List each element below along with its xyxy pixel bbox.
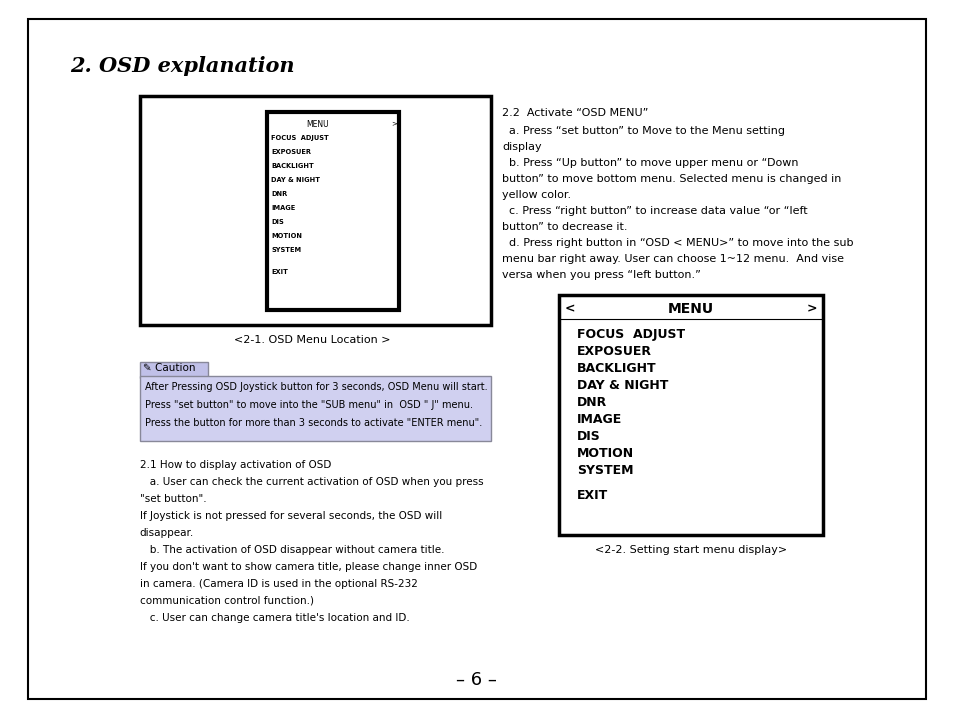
Text: a. User can check the current activation of OSD when you press: a. User can check the current activation… bbox=[139, 477, 483, 487]
Text: SYSTEM: SYSTEM bbox=[577, 464, 633, 477]
Text: After Pressing OSD Joystick button for 3 seconds, OSD Menu will start.: After Pressing OSD Joystick button for 3… bbox=[145, 382, 487, 392]
Text: button” to move bottom menu. Selected menu is changed in: button” to move bottom menu. Selected me… bbox=[501, 175, 841, 184]
Text: If you don't want to show camera title, please change inner OSD: If you don't want to show camera title, … bbox=[139, 561, 476, 571]
Text: versa when you press “left button.”: versa when you press “left button.” bbox=[501, 270, 700, 280]
Text: – 6 –: – 6 – bbox=[456, 672, 496, 690]
Text: MENU: MENU bbox=[667, 302, 714, 316]
Text: c. Press “right button” to increase data value “or “left: c. Press “right button” to increase data… bbox=[501, 206, 807, 216]
Text: FOCUS  ADJUST: FOCUS ADJUST bbox=[272, 135, 329, 142]
Text: 2.2  Activate “OSD MENU”: 2.2 Activate “OSD MENU” bbox=[501, 109, 648, 118]
Text: 2. OSD explanation: 2. OSD explanation bbox=[70, 56, 294, 76]
Text: 2.1 How to display activation of OSD: 2.1 How to display activation of OSD bbox=[139, 460, 331, 470]
Text: DIS: DIS bbox=[272, 219, 284, 226]
Bar bbox=[139, 376, 491, 441]
Text: menu bar right away. User can choose 1~12 menu.  And vise: menu bar right away. User can choose 1~1… bbox=[501, 254, 843, 264]
Bar bbox=[139, 362, 208, 378]
Text: FOCUS  ADJUST: FOCUS ADJUST bbox=[577, 328, 684, 341]
Text: a. Press “set button” to Move to the Menu setting: a. Press “set button” to Move to the Men… bbox=[501, 127, 784, 137]
Text: IMAGE: IMAGE bbox=[272, 205, 295, 211]
Text: c. User can change camera title's location and ID.: c. User can change camera title's locati… bbox=[139, 612, 409, 622]
Bar bbox=[139, 95, 491, 325]
Text: EXPOSUER: EXPOSUER bbox=[272, 150, 311, 155]
Text: d. Press right button in “OSD < MENU>” to move into the sub: d. Press right button in “OSD < MENU>” t… bbox=[501, 238, 853, 248]
Text: <2-2. Setting start menu display>: <2-2. Setting start menu display> bbox=[595, 545, 786, 555]
Text: SYSTEM: SYSTEM bbox=[272, 247, 301, 253]
Text: EXIT: EXIT bbox=[272, 269, 288, 275]
Text: Press the button for more than 3 seconds to activate "ENTER menu".: Press the button for more than 3 seconds… bbox=[145, 418, 481, 428]
Text: If Joystick is not pressed for several seconds, the OSD will: If Joystick is not pressed for several s… bbox=[139, 511, 441, 521]
Text: DAY & NIGHT: DAY & NIGHT bbox=[577, 379, 667, 392]
Text: disappear.: disappear. bbox=[139, 528, 193, 538]
Text: ✎ Caution: ✎ Caution bbox=[143, 363, 195, 373]
Text: <2-1. OSD Menu Location >: <2-1. OSD Menu Location > bbox=[233, 335, 390, 345]
Text: DNR: DNR bbox=[577, 396, 606, 409]
Text: display: display bbox=[501, 142, 541, 153]
Text: MOTION: MOTION bbox=[272, 233, 302, 239]
Text: in camera. (Camera ID is used in the optional RS-232: in camera. (Camera ID is used in the opt… bbox=[139, 579, 417, 589]
Text: DIS: DIS bbox=[577, 430, 600, 443]
Text: <: < bbox=[564, 302, 575, 315]
Bar bbox=[267, 112, 398, 310]
Text: EXPOSUER: EXPOSUER bbox=[577, 345, 651, 358]
Text: MENU: MENU bbox=[306, 120, 329, 130]
Text: MOTION: MOTION bbox=[577, 447, 634, 460]
Text: Press "set button" to move into the "SUB menu" in  OSD " J" menu.: Press "set button" to move into the "SUB… bbox=[145, 400, 473, 410]
Text: BACKLIGHT: BACKLIGHT bbox=[272, 163, 314, 170]
Text: "set button".: "set button". bbox=[139, 494, 206, 504]
Text: >: > bbox=[806, 302, 817, 315]
Text: DNR: DNR bbox=[272, 191, 288, 198]
Text: b. Press “Up button” to move upper menu or “Down: b. Press “Up button” to move upper menu … bbox=[501, 158, 798, 168]
Text: b. The activation of OSD disappear without camera title.: b. The activation of OSD disappear witho… bbox=[139, 545, 444, 555]
Text: DAY & NIGHT: DAY & NIGHT bbox=[272, 178, 320, 183]
Text: >: > bbox=[391, 120, 396, 127]
Text: yellow color.: yellow color. bbox=[501, 190, 571, 200]
Bar bbox=[558, 295, 822, 535]
Text: EXIT: EXIT bbox=[577, 489, 607, 502]
Text: communication control function.): communication control function.) bbox=[139, 596, 314, 606]
Text: button” to decrease it.: button” to decrease it. bbox=[501, 222, 627, 232]
Text: IMAGE: IMAGE bbox=[577, 413, 621, 426]
Text: BACKLIGHT: BACKLIGHT bbox=[577, 362, 656, 375]
